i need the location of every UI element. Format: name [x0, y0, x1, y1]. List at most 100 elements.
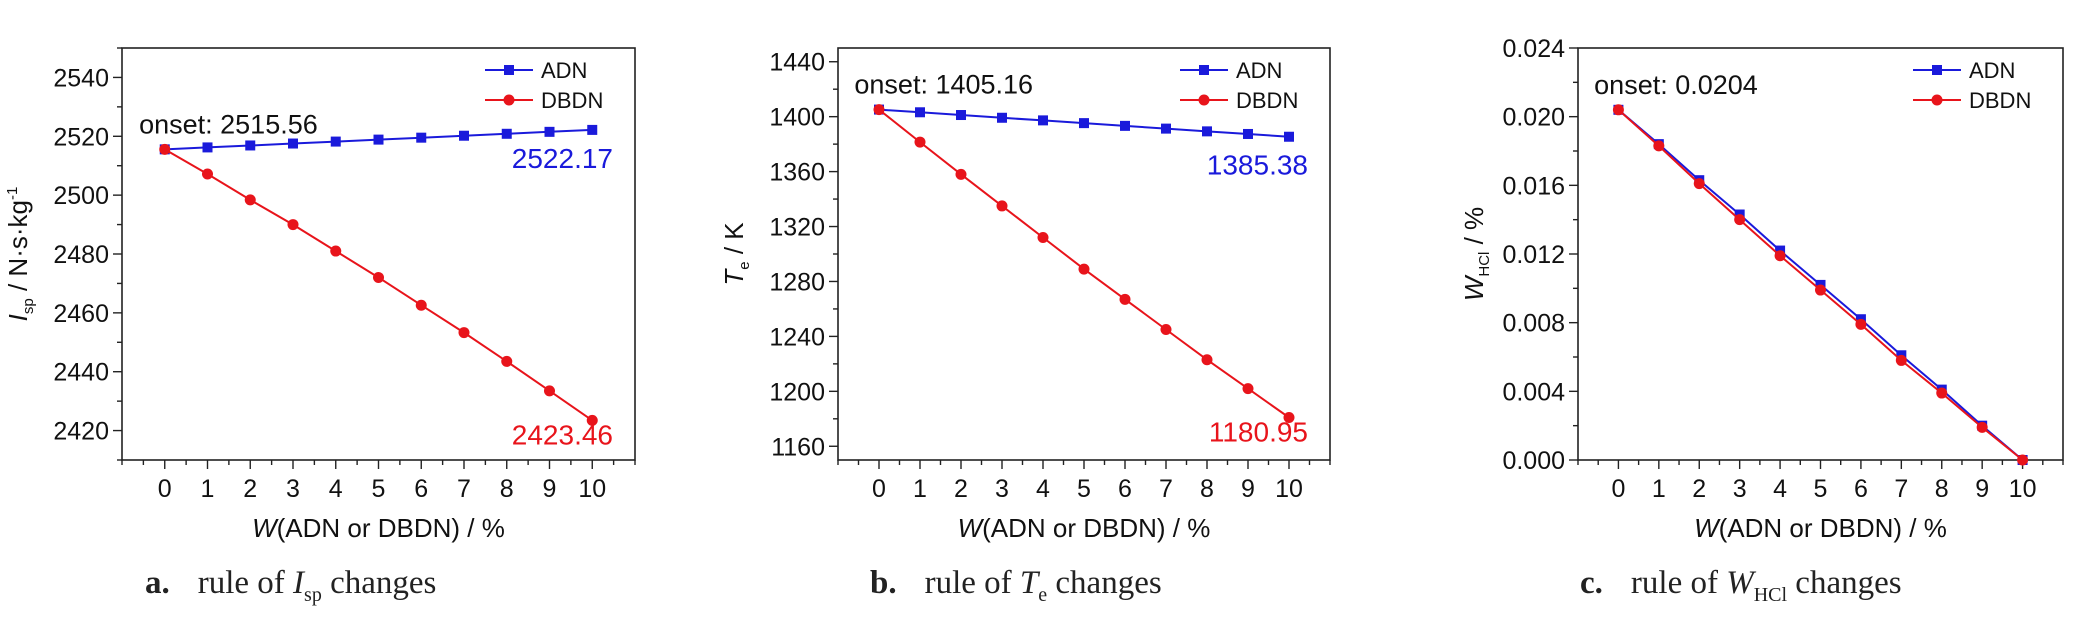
onset-label: onset: 2515.56	[139, 109, 318, 139]
y-tick-label: 0.012	[1502, 241, 1565, 269]
data-point-dbdn	[202, 168, 213, 180]
end-value-label: 2522.17	[512, 143, 613, 174]
data-point-dbdn	[1119, 293, 1131, 305]
data-point-dbdn	[330, 245, 342, 257]
data-point-dbdn	[501, 355, 513, 367]
data-point-adn	[544, 126, 555, 137]
data-point-dbdn	[1895, 354, 1907, 366]
data-point-adn	[501, 128, 512, 139]
end-value-label: 1385.38	[1207, 150, 1308, 181]
data-point-adn	[202, 142, 213, 153]
data-point-dbdn	[1653, 140, 1665, 152]
caption-subscript: sp	[304, 584, 322, 606]
data-point-adn	[373, 134, 384, 145]
legend-label: DBDN	[541, 88, 603, 113]
data-point-dbdn	[1078, 263, 1090, 275]
x-tick-label: 3	[1733, 475, 1747, 503]
data-point-dbdn	[1734, 214, 1746, 226]
x-axis-label: W(ADN or DBDN) / %	[958, 513, 1211, 543]
caption-a: a. rule of Isp changes	[145, 565, 436, 607]
caption-label: b.	[870, 565, 897, 601]
chart-panel-b: 0 1 2 3 4 5 6 7 8 9 10 1160 1200 1240 1280 1320 1360 1400…	[719, 47, 1331, 543]
figure: 0 1 2 3 4 5 6 7 8 9 102420244024602480250025202540…	[3, 35, 2064, 543]
legend-marker	[1199, 65, 1209, 75]
data-point-dbdn	[244, 194, 256, 206]
x-tick-label: 7	[1159, 475, 1173, 503]
data-point-dbdn	[914, 136, 926, 148]
data-point-adn	[997, 112, 1007, 123]
data-point-dbdn	[1283, 411, 1295, 423]
x-tick-label: 6	[1854, 475, 1868, 503]
data-point-adn	[245, 140, 256, 151]
legend-marker	[503, 94, 515, 106]
data-point-dbdn	[1201, 354, 1213, 366]
x-tick-label: 1	[1652, 475, 1666, 503]
x-tick-label: 2	[243, 475, 257, 503]
x-tick-label: 8	[500, 475, 514, 503]
x-tick-label: 9	[1241, 475, 1255, 503]
y-tick-label: 1360	[769, 159, 825, 187]
data-point-dbdn	[544, 385, 555, 397]
caption-subscript: e	[1038, 584, 1048, 606]
data-point-dbdn	[1037, 232, 1049, 244]
data-point-adn	[1120, 120, 1130, 131]
x-axis-label: W(ADN or DBDN) / %	[252, 513, 505, 543]
legend-marker	[1931, 94, 1943, 106]
caption-symbol: T	[1019, 565, 1039, 601]
y-tick-label: 1440	[769, 49, 825, 77]
legend-label: ADN	[1236, 58, 1282, 83]
data-point-adn	[416, 132, 427, 143]
caption-c: c. rule of WHCl changes	[1580, 565, 1902, 607]
x-tick-label: 9	[543, 475, 557, 503]
legend-label: DBDN	[1969, 88, 2031, 113]
y-tick-label: 1160	[771, 433, 825, 461]
y-tick-label: 1320	[769, 214, 825, 242]
data-point-dbdn	[1976, 421, 1988, 433]
caption-tail: changes	[1055, 565, 1162, 601]
x-tick-label: 1	[913, 475, 927, 503]
x-tick-label: 0	[1611, 475, 1625, 503]
data-point-adn	[459, 130, 469, 141]
legend-label: DBDN	[1236, 88, 1298, 113]
data-point-dbdn	[996, 200, 1008, 212]
y-tick-label: 0.008	[1502, 310, 1565, 338]
caption-b: b. rule of Te changes	[870, 565, 1162, 607]
data-point-dbdn	[1815, 284, 1826, 296]
data-point-dbdn	[2017, 454, 2029, 466]
x-tick-label: 1	[201, 475, 215, 503]
data-point-adn	[1079, 118, 1089, 129]
y-tick-label: 0.004	[1502, 378, 1565, 406]
data-point-adn	[1202, 126, 1212, 137]
data-point-dbdn	[287, 219, 299, 231]
x-tick-label: 8	[1935, 475, 1949, 503]
data-point-dbdn	[586, 414, 598, 426]
data-point-dbdn	[1774, 250, 1786, 262]
data-point-adn	[915, 107, 925, 118]
y-tick-label: 2460	[53, 300, 109, 328]
data-point-dbdn	[373, 272, 384, 284]
x-tick-label: 5	[372, 475, 386, 503]
end-value-label: 2423.46	[512, 419, 613, 450]
x-tick-label: 2	[1692, 475, 1706, 503]
x-tick-label: 2	[954, 475, 968, 503]
y-tick-label: 0.016	[1502, 172, 1565, 200]
caption-label: c.	[1580, 565, 1603, 601]
y-tick-label: 2440	[53, 359, 109, 387]
y-axis-label: Isp / N·s·kg-1	[3, 187, 37, 322]
x-tick-label: 7	[1894, 475, 1908, 503]
data-point-dbdn	[1160, 324, 1172, 336]
x-tick-label: 0	[158, 475, 172, 503]
data-point-dbdn	[1693, 178, 1705, 190]
caption-symbol: I	[293, 565, 305, 601]
data-point-dbdn	[1612, 104, 1624, 116]
data-point-dbdn	[1855, 318, 1867, 330]
x-tick-label: 4	[1036, 475, 1050, 503]
chart-panel-a: 0 1 2 3 4 5 6 7 8 9 102420244024602480250025202540…	[3, 47, 636, 543]
onset-label: onset: 0.0204	[1594, 70, 1758, 100]
data-point-adn	[330, 136, 341, 147]
x-tick-label: 9	[1975, 475, 1989, 503]
data-point-adn	[956, 110, 966, 121]
end-value-label: 1180.95	[1209, 416, 1308, 447]
data-point-adn	[1038, 115, 1048, 126]
y-tick-label: 0.020	[1502, 104, 1565, 132]
